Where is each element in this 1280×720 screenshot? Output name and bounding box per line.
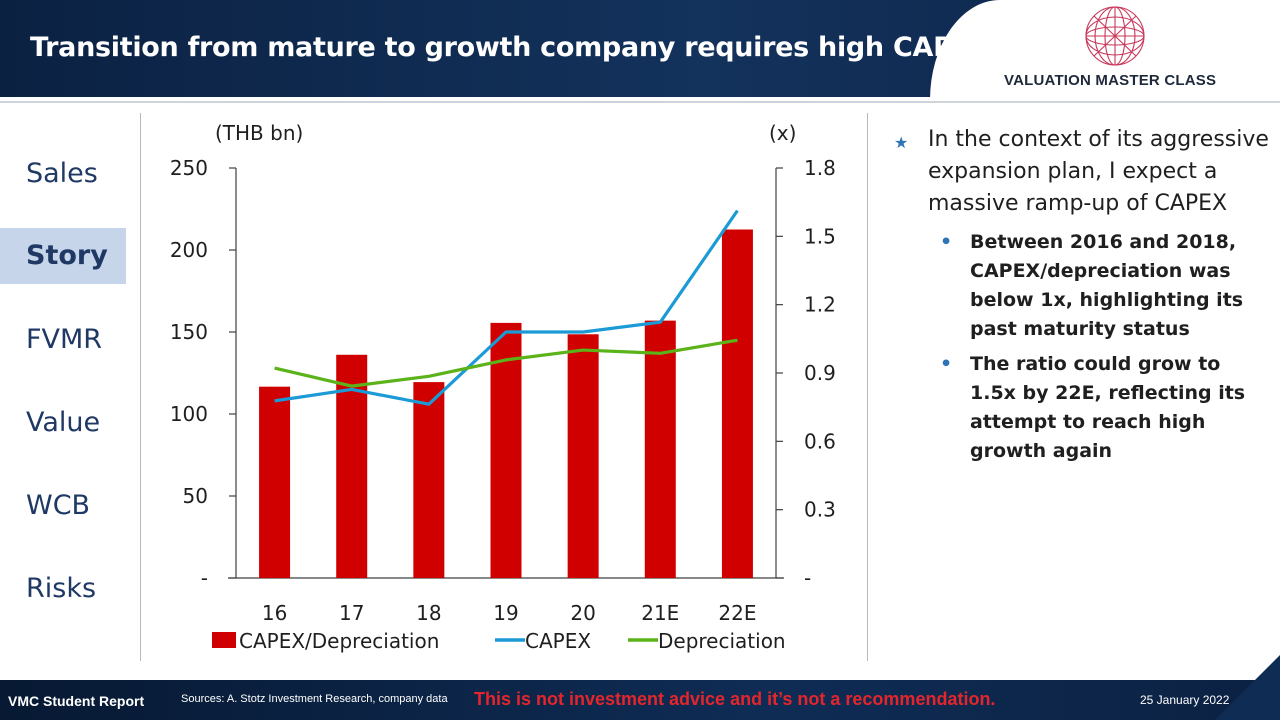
- right-tick-label: 0.9: [804, 361, 836, 385]
- bar-capex-depreciation: [721, 229, 753, 578]
- right-tick-label: 1.5: [804, 224, 836, 248]
- x-tick-label: 17: [339, 601, 364, 625]
- x-tick-label: 22E: [718, 601, 756, 625]
- nav-sales[interactable]: Sales: [26, 158, 98, 189]
- left-tick-label: 150: [170, 320, 208, 344]
- x-tick-label: 16: [262, 601, 287, 625]
- nav-risks[interactable]: Risks: [26, 573, 97, 604]
- right-axis-unit-label: (x): [769, 121, 796, 145]
- right-tick-label: 0.6: [804, 429, 836, 453]
- bar-capex-depreciation: [259, 386, 291, 578]
- left-axis-unit-label: (THB bn): [215, 121, 303, 145]
- corner-decoration: [1215, 655, 1280, 720]
- logo-panel: [930, 0, 1280, 100]
- nav-wcb[interactable]: WCB: [26, 490, 91, 521]
- left-tick-label: -: [201, 566, 208, 590]
- legend-label: CAPEX: [525, 629, 591, 653]
- left-divider: [140, 113, 141, 661]
- x-tick-label: 21E: [641, 601, 679, 625]
- main-bullet-text: In the context of its aggressive expansi…: [928, 127, 1269, 216]
- globe-logo-icon: [1085, 6, 1145, 66]
- nav-story[interactable]: Story: [0, 228, 126, 284]
- left-tick-label: 100: [170, 402, 208, 426]
- bar-capex-depreciation: [567, 334, 599, 578]
- bar-capex-depreciation: [644, 320, 676, 578]
- right-tick-label: 0.3: [804, 498, 836, 522]
- dot-bullet-icon: •: [940, 353, 953, 375]
- header-divider: [0, 101, 1280, 103]
- legend-label: CAPEX/Depreciation: [239, 629, 439, 653]
- bar-capex-depreciation: [413, 382, 445, 578]
- star-bullet-icon: ★: [894, 133, 909, 152]
- capex-chart: - 50 100 150 200 250 - 0.3 0.6 0.9 1.2 1.5 1.8 (THB b…: [170, 121, 836, 653]
- right-divider: [867, 113, 868, 661]
- logo-text: VALUATION MASTER CLASS: [1004, 72, 1217, 89]
- right-tick-label: -: [804, 566, 811, 590]
- footer-sources: Sources: A. Stotz Investment Research, c…: [181, 693, 448, 705]
- nav-value[interactable]: Value: [26, 407, 101, 438]
- main-bullet: ★ In the context of its aggressive expan…: [890, 124, 1270, 220]
- legend-label: Depreciation: [658, 629, 786, 653]
- footer-report-label: VMC Student Report: [8, 693, 145, 709]
- footer-disclaimer: This is not investment advice and it’s n…: [474, 689, 996, 709]
- x-tick-label: 18: [416, 601, 441, 625]
- footer-bar: VMC Student Report Sources: A. Stotz Inv…: [0, 680, 1280, 720]
- left-tick-label: 200: [170, 238, 208, 262]
- dot-bullet-icon: •: [940, 231, 953, 253]
- right-tick-label: 1.8: [804, 156, 836, 180]
- x-tick-label: 19: [493, 601, 518, 625]
- footer-date: 25 January 2022: [1140, 693, 1230, 707]
- left-tick-label: 250: [170, 156, 208, 180]
- sub-bullet-text-2: The ratio could grow to 1.5x by 22E, ref…: [970, 353, 1246, 462]
- sub-bullet: • Between 2016 and 2018, CAPEX/depreciat…: [890, 228, 1270, 344]
- sub-bullet: • The ratio could grow to 1.5x by 22E, r…: [890, 350, 1270, 466]
- sub-bullet-text-1: Between 2016 and 2018, CAPEX/depreciatio…: [970, 231, 1244, 340]
- nav-fvmr[interactable]: FVMR: [26, 324, 103, 355]
- commentary: ★ In the context of its aggressive expan…: [890, 124, 1270, 466]
- right-tick-label: 1.2: [804, 293, 836, 317]
- bar-capex-depreciation: [490, 322, 522, 578]
- page-title: Transition from mature to growth company…: [30, 32, 992, 63]
- x-tick-label: 20: [570, 601, 595, 625]
- legend-swatch-bar: [212, 632, 236, 648]
- left-tick-label: 50: [183, 484, 208, 508]
